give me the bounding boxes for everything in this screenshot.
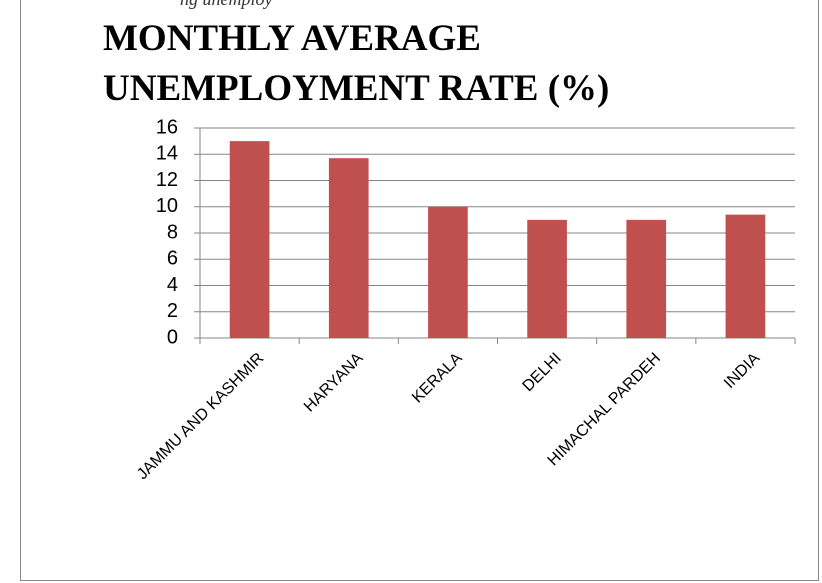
x-tick-label: INDIA [721, 350, 763, 392]
y-tick-label: 2 [167, 300, 178, 322]
y-tick-label: 4 [167, 274, 178, 296]
chart-title: MONTHLY AVERAGE UNEMPLOYMENT RATE (%) [103, 18, 610, 109]
y-tick-label: 6 [167, 248, 178, 270]
chart-frame [20, 0, 819, 581]
x-tick-label: HARYANA [301, 350, 367, 416]
bar [428, 206, 468, 338]
x-tick-label: JAMMU AND KASHMIR [134, 350, 267, 483]
x-tick-label: DELHI [520, 350, 565, 395]
x-tick-label: KERALA [409, 350, 466, 407]
bar [527, 219, 567, 338]
bar [626, 219, 667, 338]
bar [328, 158, 369, 338]
x-tick-label: HIMACHAL PARDEH [545, 350, 665, 470]
y-tick-label: 14 [156, 143, 178, 165]
y-tick-label: 16 [156, 116, 178, 138]
bar [229, 141, 270, 338]
y-tick-label: 8 [167, 221, 178, 243]
bar [725, 214, 766, 338]
y-tick-label: 12 [156, 169, 178, 191]
y-tick-label: 0 [167, 326, 178, 348]
caption: ng unemploy [180, 0, 272, 10]
y-tick-label: 10 [156, 195, 178, 217]
